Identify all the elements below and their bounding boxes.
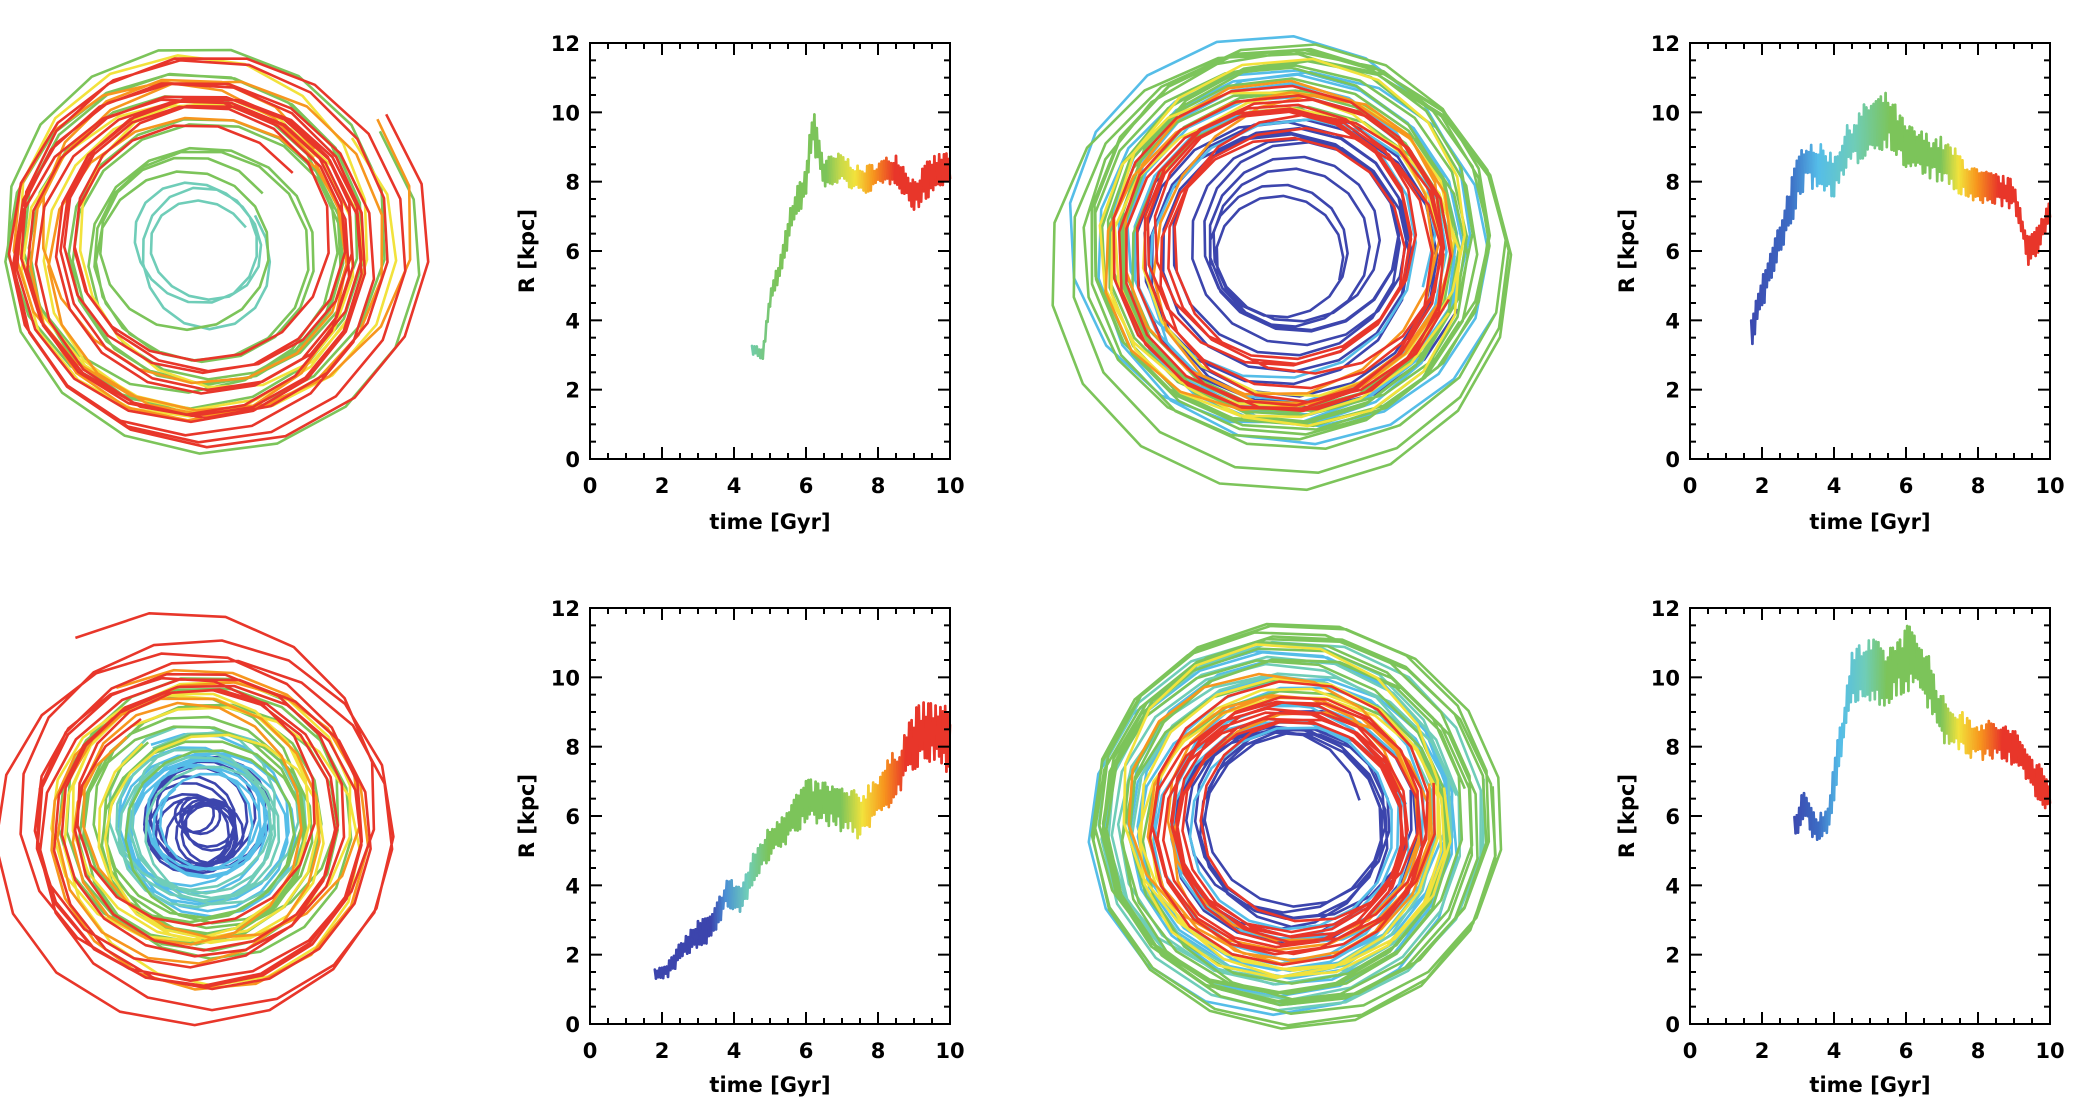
rt-panel-bottom-right: time [Gyr] R [kpc] 0 2 4 6 8 10 0 2 4 6 8 10 12	[1615, 597, 2065, 1097]
y-axis-title: R [kpc]	[515, 209, 539, 293]
x-tick-label: 0	[583, 1039, 598, 1063]
x-tick-label: 4	[1827, 474, 1842, 498]
r-time-segment	[761, 339, 766, 361]
x-tick-label: 0	[1683, 474, 1698, 498]
orbit-panel-bottom-left	[0, 612, 395, 1027]
x-tick-label: 2	[1755, 1039, 1770, 1063]
y-tick-label: 10	[1651, 666, 1680, 690]
x-axis-title: time [Gyr]	[1809, 510, 1930, 534]
y-tick-label: 8	[565, 171, 580, 195]
r-time-series	[1749, 91, 2052, 346]
rt-panel-top-middle-left: time [Gyr] R [kpc] 0 2 4 6 8 10 0 2 4 6 8 10 12	[515, 32, 965, 534]
y-tick-label: 12	[551, 597, 580, 621]
y-tick-label: 6	[565, 805, 580, 829]
y-tick-label: 4	[565, 309, 580, 333]
y-tick-label: 12	[1651, 597, 1680, 621]
y-tick-label: 6	[565, 240, 580, 264]
x-tick-label: 6	[1899, 1039, 1914, 1063]
y-axis-title: R [kpc]	[515, 774, 539, 858]
orbit-trace	[1122, 643, 1452, 980]
y-tick-label: 6	[1665, 240, 1680, 264]
y-tick-label: 0	[565, 1013, 580, 1037]
x-tick-label: 6	[799, 474, 814, 498]
orbit-trace	[50, 680, 361, 987]
y-axis-title: R [kpc]	[1615, 209, 1639, 293]
x-axis-title: time [Gyr]	[1809, 1073, 1930, 1097]
r-time-series	[653, 701, 952, 980]
x-tick-label: 2	[655, 474, 670, 498]
y-tick-label: 2	[565, 379, 580, 403]
x-tick-label: 4	[727, 1039, 742, 1063]
orbit-trace	[7, 57, 430, 449]
y-tick-label: 4	[1665, 874, 1680, 898]
x-tick-label: 6	[1899, 474, 1914, 498]
y-tick-label: 0	[1665, 1013, 1680, 1037]
y-tick-label: 10	[551, 666, 580, 690]
orbit-trace	[133, 181, 272, 331]
r-time-segment	[766, 302, 771, 324]
x-tick-label: 8	[1971, 474, 1986, 498]
y-tick-label: 2	[1665, 379, 1680, 403]
y-tick-label: 8	[565, 736, 580, 760]
y-tick-label: 12	[1651, 32, 1680, 56]
y-tick-label: 2	[565, 944, 580, 968]
orbit-trace	[143, 755, 272, 875]
x-tick-label: 10	[2035, 474, 2064, 498]
orbit-trace	[1090, 622, 1503, 1030]
y-tick-label: 4	[565, 874, 580, 898]
y-tick-label: 8	[1665, 736, 1680, 760]
y-tick-label: 2	[1665, 944, 1680, 968]
x-tick-label: 4	[1827, 1039, 1842, 1063]
x-tick-label: 10	[935, 474, 964, 498]
orbit-trace	[1148, 680, 1436, 967]
orbit-panel-top-left	[4, 48, 430, 455]
y-tick-label: 0	[565, 448, 580, 472]
x-tick-label: 2	[1755, 474, 1770, 498]
r-time-segment	[763, 319, 768, 343]
orbit-trace	[1112, 84, 1452, 413]
x-tick-label: 8	[871, 474, 886, 498]
r-time-series	[1793, 624, 2052, 842]
x-tick-label: 8	[871, 1039, 886, 1063]
rt-panel-top-right: time [Gyr] R [kpc] 0 2 4 6 8 10 0 2 4 6 8 10 12	[1615, 32, 2065, 534]
y-tick-label: 8	[1665, 171, 1680, 195]
x-tick-label: 0	[1683, 1039, 1698, 1063]
orbit-trace	[117, 733, 297, 918]
x-tick-label: 0	[583, 474, 598, 498]
y-tick-label: 12	[551, 32, 580, 56]
x-tick-label: 2	[655, 1039, 670, 1063]
x-tick-label: 8	[1971, 1039, 1986, 1063]
x-axis-title: time [Gyr]	[709, 510, 830, 534]
y-tick-label: 4	[1665, 309, 1680, 333]
y-axis-title: R [kpc]	[1615, 774, 1639, 858]
orbit-trace	[0, 612, 395, 1027]
x-tick-label: 6	[799, 1039, 814, 1063]
y-tick-label: 10	[1651, 101, 1680, 125]
x-tick-label: 10	[935, 1039, 964, 1063]
y-tick-label: 10	[551, 101, 580, 125]
r-time-series	[750, 113, 952, 361]
rt-panel-bottom-middle-left: time [Gyr] R [kpc] 0 2 4 6 8 10 0 2 4 6 8 10 12	[515, 597, 965, 1097]
x-tick-label: 4	[727, 474, 742, 498]
orbit-panel-bottom-middle-right	[1087, 622, 1503, 1030]
y-tick-label: 0	[1665, 448, 1680, 472]
x-axis-title: time [Gyr]	[709, 1073, 830, 1097]
y-tick-label: 6	[1665, 805, 1680, 829]
orbit-panel-top-middle-right	[1051, 35, 1513, 492]
x-tick-label: 10	[2035, 1039, 2064, 1063]
